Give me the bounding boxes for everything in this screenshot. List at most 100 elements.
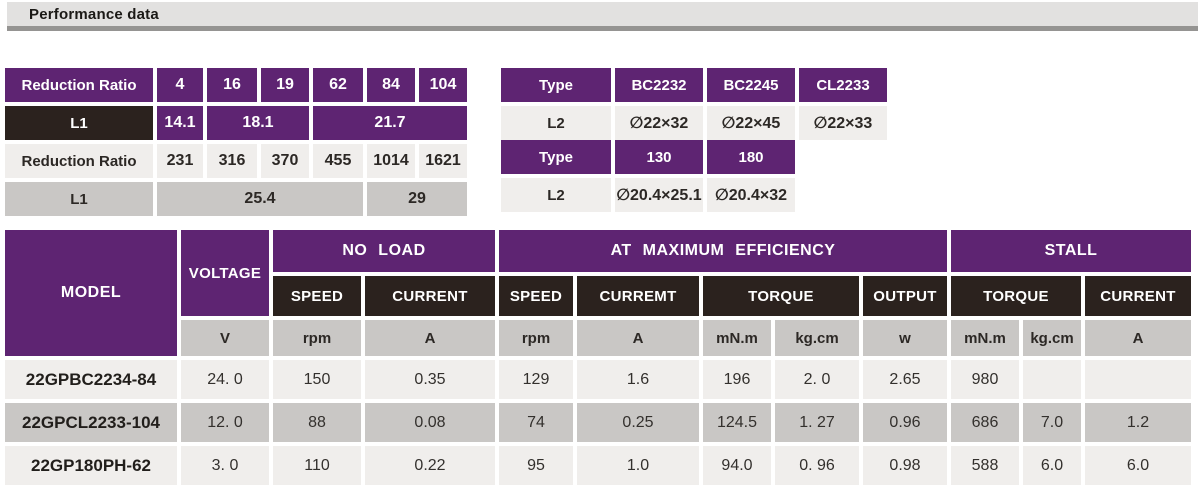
data-cell [1085,360,1191,399]
l2-dimension: ∅20.4×32 [707,178,795,212]
type-label: Type [501,140,611,174]
reduction-ratio-row-1: Reduction Ratio 4 16 19 62 84 104 [5,68,467,102]
data-cell: 24. 0 [181,360,269,399]
type-name: BC2245 [707,68,795,102]
l1-row-1: L1 14.1 18.1 21.7 [5,106,467,140]
ratio-value: 4 [157,68,203,102]
l2-dimension: ∅22×32 [615,106,703,140]
max-efficiency-header: AT MAXIMUM EFFICIENCY [499,230,947,272]
unit-volt: V [181,320,269,356]
table-row: 22GPCL2233-104 12. 0 88 0.08 74 0.25 124… [5,403,1191,442]
ratio-value: 231 [157,144,203,178]
data-cell: 0.96 [863,403,947,442]
l2-dimension: ∅20.4×25.1 [615,178,703,212]
l1-label: L1 [5,182,153,216]
data-cell: 129 [499,360,573,399]
l2-label: L2 [501,106,611,140]
data-cell: 110 [273,446,361,485]
unit-rpm: rpm [273,320,361,356]
unit-mnm: mN.m [703,320,771,356]
output-header: OUTPUT [863,276,947,316]
model-header: MODEL [5,230,177,356]
data-cell: 0.25 [577,403,699,442]
data-cell: 94.0 [703,446,771,485]
noload-current-header: CURRENT [365,276,495,316]
l1-row-2: L1 25.4 29 [5,182,467,216]
no-load-header: NO LOAD [273,230,495,272]
data-cell: 1.2 [1085,403,1191,442]
unit-amp: A [365,320,495,356]
reduction-ratio-row-2: Reduction Ratio 231 316 370 455 1014 162… [5,144,467,178]
data-cell: 686 [951,403,1019,442]
stall-header: STALL [951,230,1191,272]
type-name: 180 [707,140,795,174]
data-cell: 150 [273,360,361,399]
type-name: BC2232 [615,68,703,102]
stall-torque-header: TORQUE [951,276,1081,316]
ratio-value: 62 [313,68,363,102]
reduction-ratio-table: Reduction Ratio 4 16 19 62 84 104 L1 14.… [1,64,471,220]
reduction-ratio-label: Reduction Ratio [5,144,153,178]
data-cell: 0.35 [365,360,495,399]
data-cell: 7.0 [1023,403,1081,442]
ratio-value: 455 [313,144,363,178]
reduction-ratio-label: Reduction Ratio [5,68,153,102]
data-cell: 12. 0 [181,403,269,442]
data-cell: 6.0 [1085,446,1191,485]
sub-header-row: SPEED CURRENT SPEED CURREMT TORQUE OUTPU… [5,276,1191,316]
gearbox-type-table-2: Type 130 180 L2 ∅20.4×25.1 ∅20.4×32 [497,136,799,216]
l1-value: 18.1 [207,106,309,140]
data-cell [1023,360,1081,399]
unit-amp: A [577,320,699,356]
type-header-row: Type BC2232 BC2245 CL2233 [501,68,887,102]
unit-kgcm: kg.cm [1023,320,1081,356]
l1-value: 25.4 [157,182,363,216]
data-cell: 6.0 [1023,446,1081,485]
table-row: 22GP180PH-62 3. 0 110 0.22 95 1.0 94.0 0… [5,446,1191,485]
gearbox-type-table-1: Type BC2232 BC2245 CL2233 L2 ∅22×32 ∅22×… [497,64,891,144]
data-cell: 1.6 [577,360,699,399]
l1-value: 21.7 [313,106,467,140]
l1-label: L1 [5,106,153,140]
unit-amp: A [1085,320,1191,356]
model-name: 22GP180PH-62 [5,446,177,485]
table-row: 22GPBC2234-84 24. 0 150 0.35 129 1.6 196… [5,360,1191,399]
l2-label: L2 [501,178,611,212]
data-cell: 588 [951,446,1019,485]
data-cell: 1. 27 [775,403,859,442]
data-cell: 1.0 [577,446,699,485]
data-cell: 2. 0 [775,360,859,399]
model-name: 22GPBC2234-84 [5,360,177,399]
l2-row: L2 ∅22×32 ∅22×45 ∅22×33 [501,106,887,140]
l1-value: 14.1 [157,106,203,140]
data-cell: 0.98 [863,446,947,485]
maxeff-torque-header: TORQUE [703,276,859,316]
ratio-value: 104 [419,68,467,102]
l2-dimension: ∅22×45 [707,106,795,140]
model-name: 22GPCL2233-104 [5,403,177,442]
stall-current-header: CURRENT [1085,276,1191,316]
type-name: CL2233 [799,68,887,102]
maxeff-speed-header: SPEED [499,276,573,316]
ratio-value: 19 [261,68,309,102]
unit-watt: w [863,320,947,356]
voltage-header: VOLTAGE [181,230,269,316]
data-cell: 0.22 [365,446,495,485]
type-label: Type [501,68,611,102]
data-cell: 980 [951,360,1019,399]
data-cell: 2.65 [863,360,947,399]
data-cell: 74 [499,403,573,442]
noload-speed-header: SPEED [273,276,361,316]
data-cell: 124.5 [703,403,771,442]
type-name: 130 [615,140,703,174]
l2-row: L2 ∅20.4×25.1 ∅20.4×32 [501,178,795,212]
unit-rpm: rpm [499,320,573,356]
section-title: Performance data [29,6,159,23]
maxeff-current-header: CURREMT [577,276,699,316]
l2-dimension: ∅22×33 [799,106,887,140]
section-title-bar: Performance data [7,2,1198,31]
unit-mnm: mN.m [951,320,1019,356]
unit-kgcm: kg.cm [775,320,859,356]
ratio-value: 84 [367,68,415,102]
data-cell: 88 [273,403,361,442]
